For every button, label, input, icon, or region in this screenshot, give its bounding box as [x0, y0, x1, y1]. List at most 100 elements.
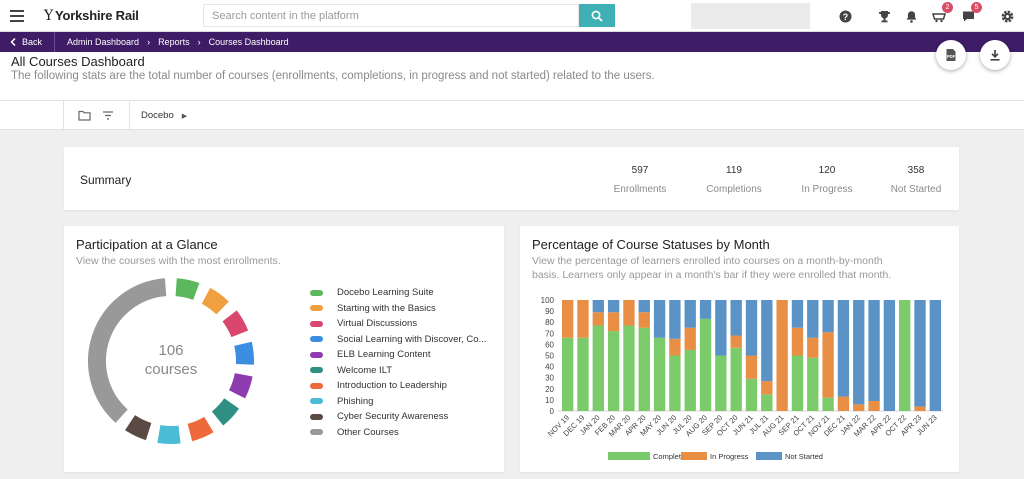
legend-item: Introduction to Leadership [310, 378, 486, 394]
legend-label: In Progress [710, 452, 749, 461]
bar-segment-in-progress[interactable] [607, 312, 620, 332]
legend-item: Virtual Discussions [310, 316, 486, 332]
bar-segment-not-started[interactable] [669, 300, 681, 339]
donut-segment[interactable] [222, 310, 249, 338]
bar-segment-in-progress[interactable] [730, 335, 742, 348]
bar-segment-not-started[interactable] [653, 300, 666, 338]
bar-segment-in-progress[interactable] [684, 327, 696, 350]
bar-segment-not-started[interactable] [807, 300, 819, 338]
bar-segment-in-progress[interactable] [745, 355, 758, 379]
donut-segment[interactable] [228, 372, 253, 399]
bar-segment-completed[interactable] [623, 325, 635, 411]
bar-segment-not-started[interactable] [699, 300, 712, 319]
bar-segment-in-progress[interactable] [914, 406, 926, 411]
bar-segment-not-started[interactable] [592, 300, 604, 313]
bar-segment-not-started[interactable] [822, 300, 834, 333]
bar-segment-in-progress[interactable] [577, 300, 589, 338]
course-status-subtitle-line-1: View the percentage of learners enrolled… [532, 255, 883, 267]
bar-segment-in-progress[interactable] [669, 338, 681, 356]
donut-segment[interactable] [201, 287, 229, 315]
gear-icon[interactable] [998, 7, 1016, 25]
cart-icon[interactable]: 2 [930, 2, 953, 25]
breadcrumb-item-reports[interactable]: Reports [158, 37, 190, 47]
legend-swatch [310, 382, 323, 389]
bar-segment-not-started[interactable] [837, 300, 850, 397]
donut-segment[interactable] [157, 425, 181, 444]
search-button[interactable] [579, 4, 615, 27]
chat-icon[interactable]: 5 [959, 2, 982, 25]
donut-segment[interactable] [88, 278, 167, 423]
bar-segment-not-started[interactable] [929, 300, 942, 411]
bar-segment-in-progress[interactable] [638, 312, 650, 328]
bar-segment-completed[interactable] [791, 355, 804, 412]
bar-segment-completed[interactable] [638, 327, 650, 411]
bar-segment-not-started[interactable] [730, 300, 742, 336]
bar-segment-in-progress[interactable] [868, 401, 880, 411]
bar-segment-not-started[interactable] [715, 300, 727, 356]
bar-segment-not-started[interactable] [868, 300, 880, 402]
bar-segment-completed[interactable] [899, 300, 911, 411]
bar-segment-completed[interactable] [607, 331, 620, 411]
bar-segment-in-progress[interactable] [822, 332, 834, 398]
donut-segment[interactable] [175, 278, 200, 301]
bar-segment-in-progress[interactable] [853, 404, 865, 411]
bar-segment-not-started[interactable] [883, 300, 896, 411]
summary-title: Summary [80, 173, 132, 187]
page-header: All Courses Dashboard The following stat… [0, 52, 1024, 100]
bar-segment-completed[interactable] [822, 397, 834, 411]
trophy-icon[interactable] [875, 7, 893, 25]
menu-icon[interactable] [10, 10, 24, 22]
bar-segment-in-progress[interactable] [837, 396, 850, 411]
bar-segment-not-started[interactable] [607, 300, 620, 313]
bar-segment-completed[interactable] [561, 337, 574, 411]
bar-segment-completed[interactable] [730, 347, 742, 411]
bar-segment-completed[interactable] [669, 355, 681, 412]
bar-segment-completed[interactable] [715, 355, 727, 412]
bar-segment-in-progress[interactable] [592, 312, 604, 326]
bar-segment-not-started[interactable] [761, 300, 773, 382]
filter-icon[interactable] [102, 111, 114, 120]
bar-segment-completed[interactable] [684, 349, 696, 411]
help-icon[interactable]: ? [836, 7, 854, 25]
bar-segment-not-started[interactable] [638, 300, 650, 313]
folder-icon[interactable] [78, 110, 91, 121]
branch-selector[interactable]: Docebo ▶ [141, 110, 187, 121]
bar-segment-completed[interactable] [745, 378, 758, 411]
donut-segment[interactable] [125, 414, 152, 441]
brand-logo[interactable]: Y Yorkshire Rail [44, 8, 139, 24]
donut-segment[interactable] [187, 416, 214, 442]
bar-segment-completed[interactable] [653, 337, 666, 411]
bar-segment-in-progress[interactable] [561, 300, 574, 338]
breadcrumb-item-admin-dashboard[interactable]: Admin Dashboard [67, 37, 140, 47]
bar-segment-completed[interactable] [577, 337, 589, 411]
bar-segment-in-progress[interactable] [791, 327, 804, 356]
legend-label: Not Started [785, 452, 823, 461]
course-status-title: Percentage of Course Statuses by Month [532, 237, 770, 252]
export-pdf-button[interactable]: PDF [936, 40, 966, 70]
donut-segment[interactable] [211, 398, 239, 426]
page-subtitle: The following stats are the total number… [11, 70, 655, 82]
bar-segment-not-started[interactable] [914, 300, 926, 407]
y-tick-label: 0 [550, 407, 555, 416]
bell-icon[interactable] [902, 7, 920, 25]
donut-segment[interactable] [234, 341, 254, 365]
bar-segment-in-progress[interactable] [776, 300, 788, 411]
bar-segment-not-started[interactable] [853, 300, 865, 405]
back-button[interactable]: Back [0, 32, 56, 52]
bar-segment-in-progress[interactable] [761, 381, 773, 395]
bar-segment-completed[interactable] [761, 394, 773, 411]
search-input[interactable] [203, 4, 579, 27]
bar-segment-completed[interactable] [699, 318, 712, 411]
bar-segment-in-progress[interactable] [807, 337, 819, 358]
download-button[interactable] [980, 40, 1010, 70]
stat-not-started: 358 Not Started [876, 165, 956, 195]
stat-completions: 119 Completions [694, 165, 774, 195]
bar-segment-completed[interactable] [807, 357, 819, 411]
bar-segment-in-progress[interactable] [623, 300, 635, 326]
bar-segment-not-started[interactable] [684, 300, 696, 328]
bar-segment-completed[interactable] [592, 325, 604, 411]
bar-segment-not-started[interactable] [791, 300, 804, 328]
bar-segment-not-started[interactable] [745, 300, 758, 356]
breadcrumb: Back Admin Dashboard › Reports › Courses… [0, 32, 1024, 52]
